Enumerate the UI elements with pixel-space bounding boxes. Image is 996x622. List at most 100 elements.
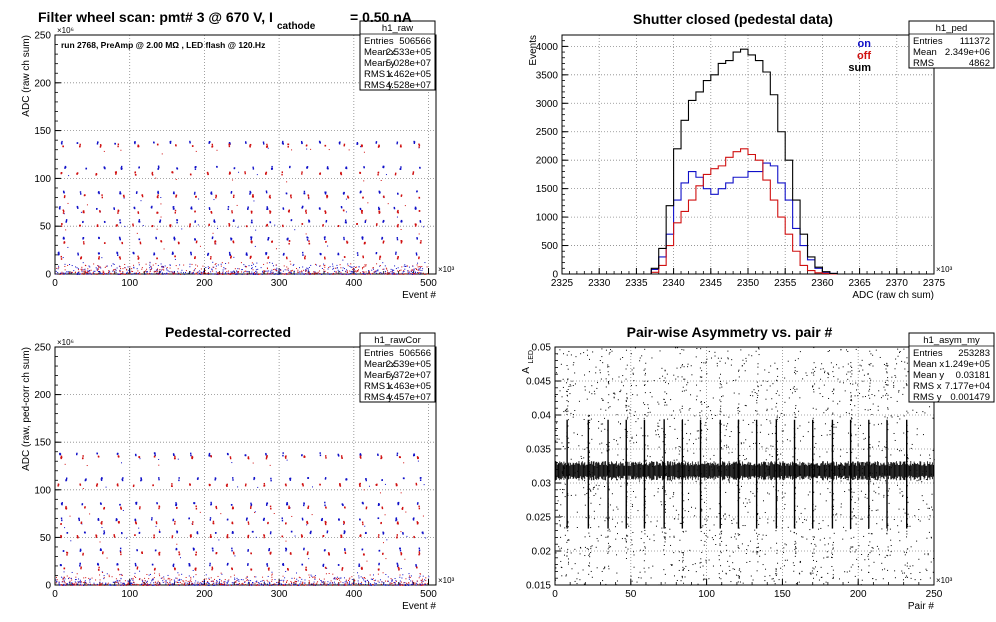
data-point [149, 264, 151, 266]
data-point [362, 255, 364, 258]
data-point [231, 549, 233, 552]
data-point [208, 582, 210, 584]
data-point [305, 268, 307, 270]
data-point [314, 577, 316, 579]
data-point [172, 252, 174, 255]
data-point [173, 238, 176, 241]
data-point [136, 566, 139, 569]
data-point [185, 582, 187, 584]
data-point [421, 578, 423, 580]
data-point [255, 269, 257, 271]
data-point [166, 273, 168, 275]
data-point [214, 240, 217, 243]
data-point [228, 145, 231, 148]
data-point [130, 582, 132, 584]
data-point [814, 370, 816, 372]
data-point [246, 576, 248, 578]
data-point [196, 531, 199, 533]
data-point [348, 149, 350, 151]
data-point [399, 582, 401, 584]
data-point [125, 537, 127, 539]
data-point [160, 203, 162, 205]
data-point [270, 273, 272, 275]
data-point [343, 193, 345, 195]
data-point [177, 273, 179, 275]
data-point [417, 269, 419, 271]
data-point [134, 518, 137, 521]
data-point [342, 582, 344, 584]
data-point [123, 196, 125, 198]
data-point [73, 270, 75, 272]
data-point [98, 265, 100, 267]
data-point [118, 521, 120, 523]
data-point [141, 195, 144, 198]
data-point [360, 576, 362, 578]
data-point [88, 270, 90, 272]
data-point [271, 579, 273, 581]
data-point [119, 271, 121, 273]
data-point [384, 580, 386, 582]
data-point [338, 564, 340, 566]
data-point [236, 273, 238, 275]
data-point [592, 488, 594, 490]
data-point [568, 539, 570, 541]
data-point [349, 582, 351, 584]
data-point [303, 548, 305, 551]
data-point [127, 580, 129, 582]
data-point [229, 584, 231, 586]
data-point [132, 223, 134, 226]
data-point [96, 268, 98, 270]
data-point [379, 258, 381, 260]
data-point [227, 536, 229, 539]
data-point [137, 270, 139, 272]
data-point [63, 571, 65, 573]
data-point [332, 581, 334, 583]
data-point [93, 272, 95, 274]
data-point [68, 272, 70, 274]
data-point [151, 267, 153, 269]
data-point [396, 237, 398, 239]
data-point [283, 265, 285, 267]
data-point [197, 584, 199, 586]
data-point [208, 584, 210, 586]
data-point [722, 570, 724, 572]
data-point [304, 257, 306, 260]
data-point [356, 223, 358, 225]
data-point [57, 268, 59, 270]
data-point [98, 566, 100, 569]
data-point [121, 242, 124, 245]
data-point [272, 265, 274, 267]
data-point [324, 192, 327, 195]
data-point [263, 272, 265, 274]
data-point [306, 524, 308, 526]
data-point [827, 350, 829, 352]
data-point [206, 273, 208, 275]
data-point [100, 548, 102, 550]
data-point [233, 167, 236, 169]
data-point [208, 273, 210, 275]
data-point [65, 478, 68, 481]
data-point [140, 200, 142, 202]
data-point [282, 584, 284, 586]
data-point [613, 438, 615, 440]
data-point [162, 266, 164, 268]
stats-box-frame [359, 20, 436, 91]
data-point [267, 272, 269, 274]
data-point [288, 240, 291, 242]
data-point [235, 584, 237, 586]
data-point [415, 483, 418, 486]
data-point [360, 146, 362, 148]
data-point [127, 581, 129, 583]
data-point [616, 440, 618, 442]
data-point [119, 237, 121, 239]
stats-key: Mean x [364, 47, 395, 58]
data-point [215, 243, 217, 245]
data-point [61, 584, 63, 586]
data-point [244, 171, 246, 173]
data-point [211, 268, 213, 270]
data-point [358, 269, 360, 271]
data-point [412, 580, 414, 582]
data-point [121, 479, 124, 482]
data-point [400, 269, 402, 271]
